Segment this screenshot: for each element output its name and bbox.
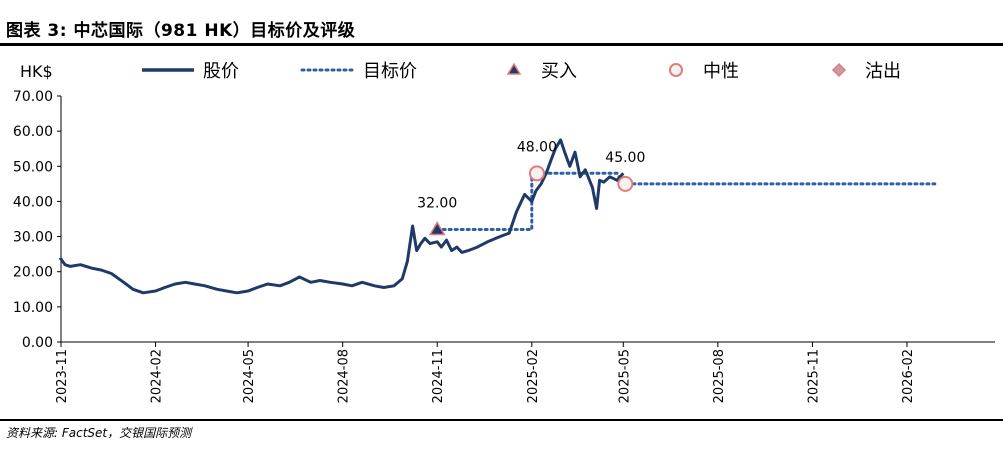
legend-symbol-sell xyxy=(831,62,847,78)
x-tick-label: 2023-11 xyxy=(55,349,70,403)
y-axis: 0.00 10.00 20.00 30.00 40.00 50.00 60.00 70.00 xyxy=(13,89,62,351)
y-axis-unit-label: HK$ xyxy=(20,62,53,81)
legend-symbol-buy xyxy=(506,62,522,75)
buy-target-label: 32.00 xyxy=(417,196,457,212)
x-axis: 2023-11 2024-02 2024-05 2024-08 2024-11 2025-… xyxy=(55,341,995,403)
neutral-rating-marker xyxy=(528,165,545,182)
legend-symbol-neutral xyxy=(669,63,683,77)
y-tick-label: 50.00 xyxy=(13,159,53,175)
x-tick-label: 2025-05 xyxy=(617,349,632,403)
legend-label: 中性 xyxy=(703,61,739,82)
x-tick-label: 2025-02 xyxy=(526,349,541,403)
top-rule xyxy=(0,43,1003,46)
legend-label: 目标价 xyxy=(363,61,417,82)
bottom-rule xyxy=(0,419,1003,421)
stock-price-series-line xyxy=(58,138,625,295)
legend-label: 买入 xyxy=(541,61,577,82)
x-tick-label: 2025-11 xyxy=(806,349,821,403)
legend-label: 沽出 xyxy=(865,61,901,82)
y-tick-label: 10.00 xyxy=(13,300,53,316)
x-tick-label: 2026-02 xyxy=(901,349,916,403)
page-title: 图表 3: 中芯国际（981 HK）目标价及评级 xyxy=(6,21,356,41)
legend-label: 股价 xyxy=(203,61,239,82)
y-tick-label: 0.00 xyxy=(22,335,53,351)
y-tick-label: 60.00 xyxy=(13,124,53,140)
buy-rating-marker xyxy=(428,221,446,236)
y-tick-label: 20.00 xyxy=(13,265,53,281)
neutral-target-label: 48.00 xyxy=(517,139,557,155)
x-tick-label: 2024-05 xyxy=(242,349,257,403)
x-tick-label: 2024-11 xyxy=(431,349,446,403)
x-tick-label: 2024-08 xyxy=(337,349,352,403)
y-tick-label: 30.00 xyxy=(13,230,53,246)
x-tick-label: 2025-08 xyxy=(712,349,727,403)
neutral-target-label: 45.00 xyxy=(605,150,645,166)
y-tick-label: 40.00 xyxy=(13,194,53,210)
neutral-rating-marker xyxy=(617,175,634,192)
x-tick-label: 2024-02 xyxy=(150,349,165,403)
source-note: 资料来源: FactSet，交银国际预测 xyxy=(6,426,192,440)
y-tick-label: 70.00 xyxy=(13,89,53,105)
legend: HK$ 股价 目标价 买入 中性 沽出 xyxy=(20,61,901,82)
plot-area: 32.00 48.00 45.00 xyxy=(58,138,937,295)
